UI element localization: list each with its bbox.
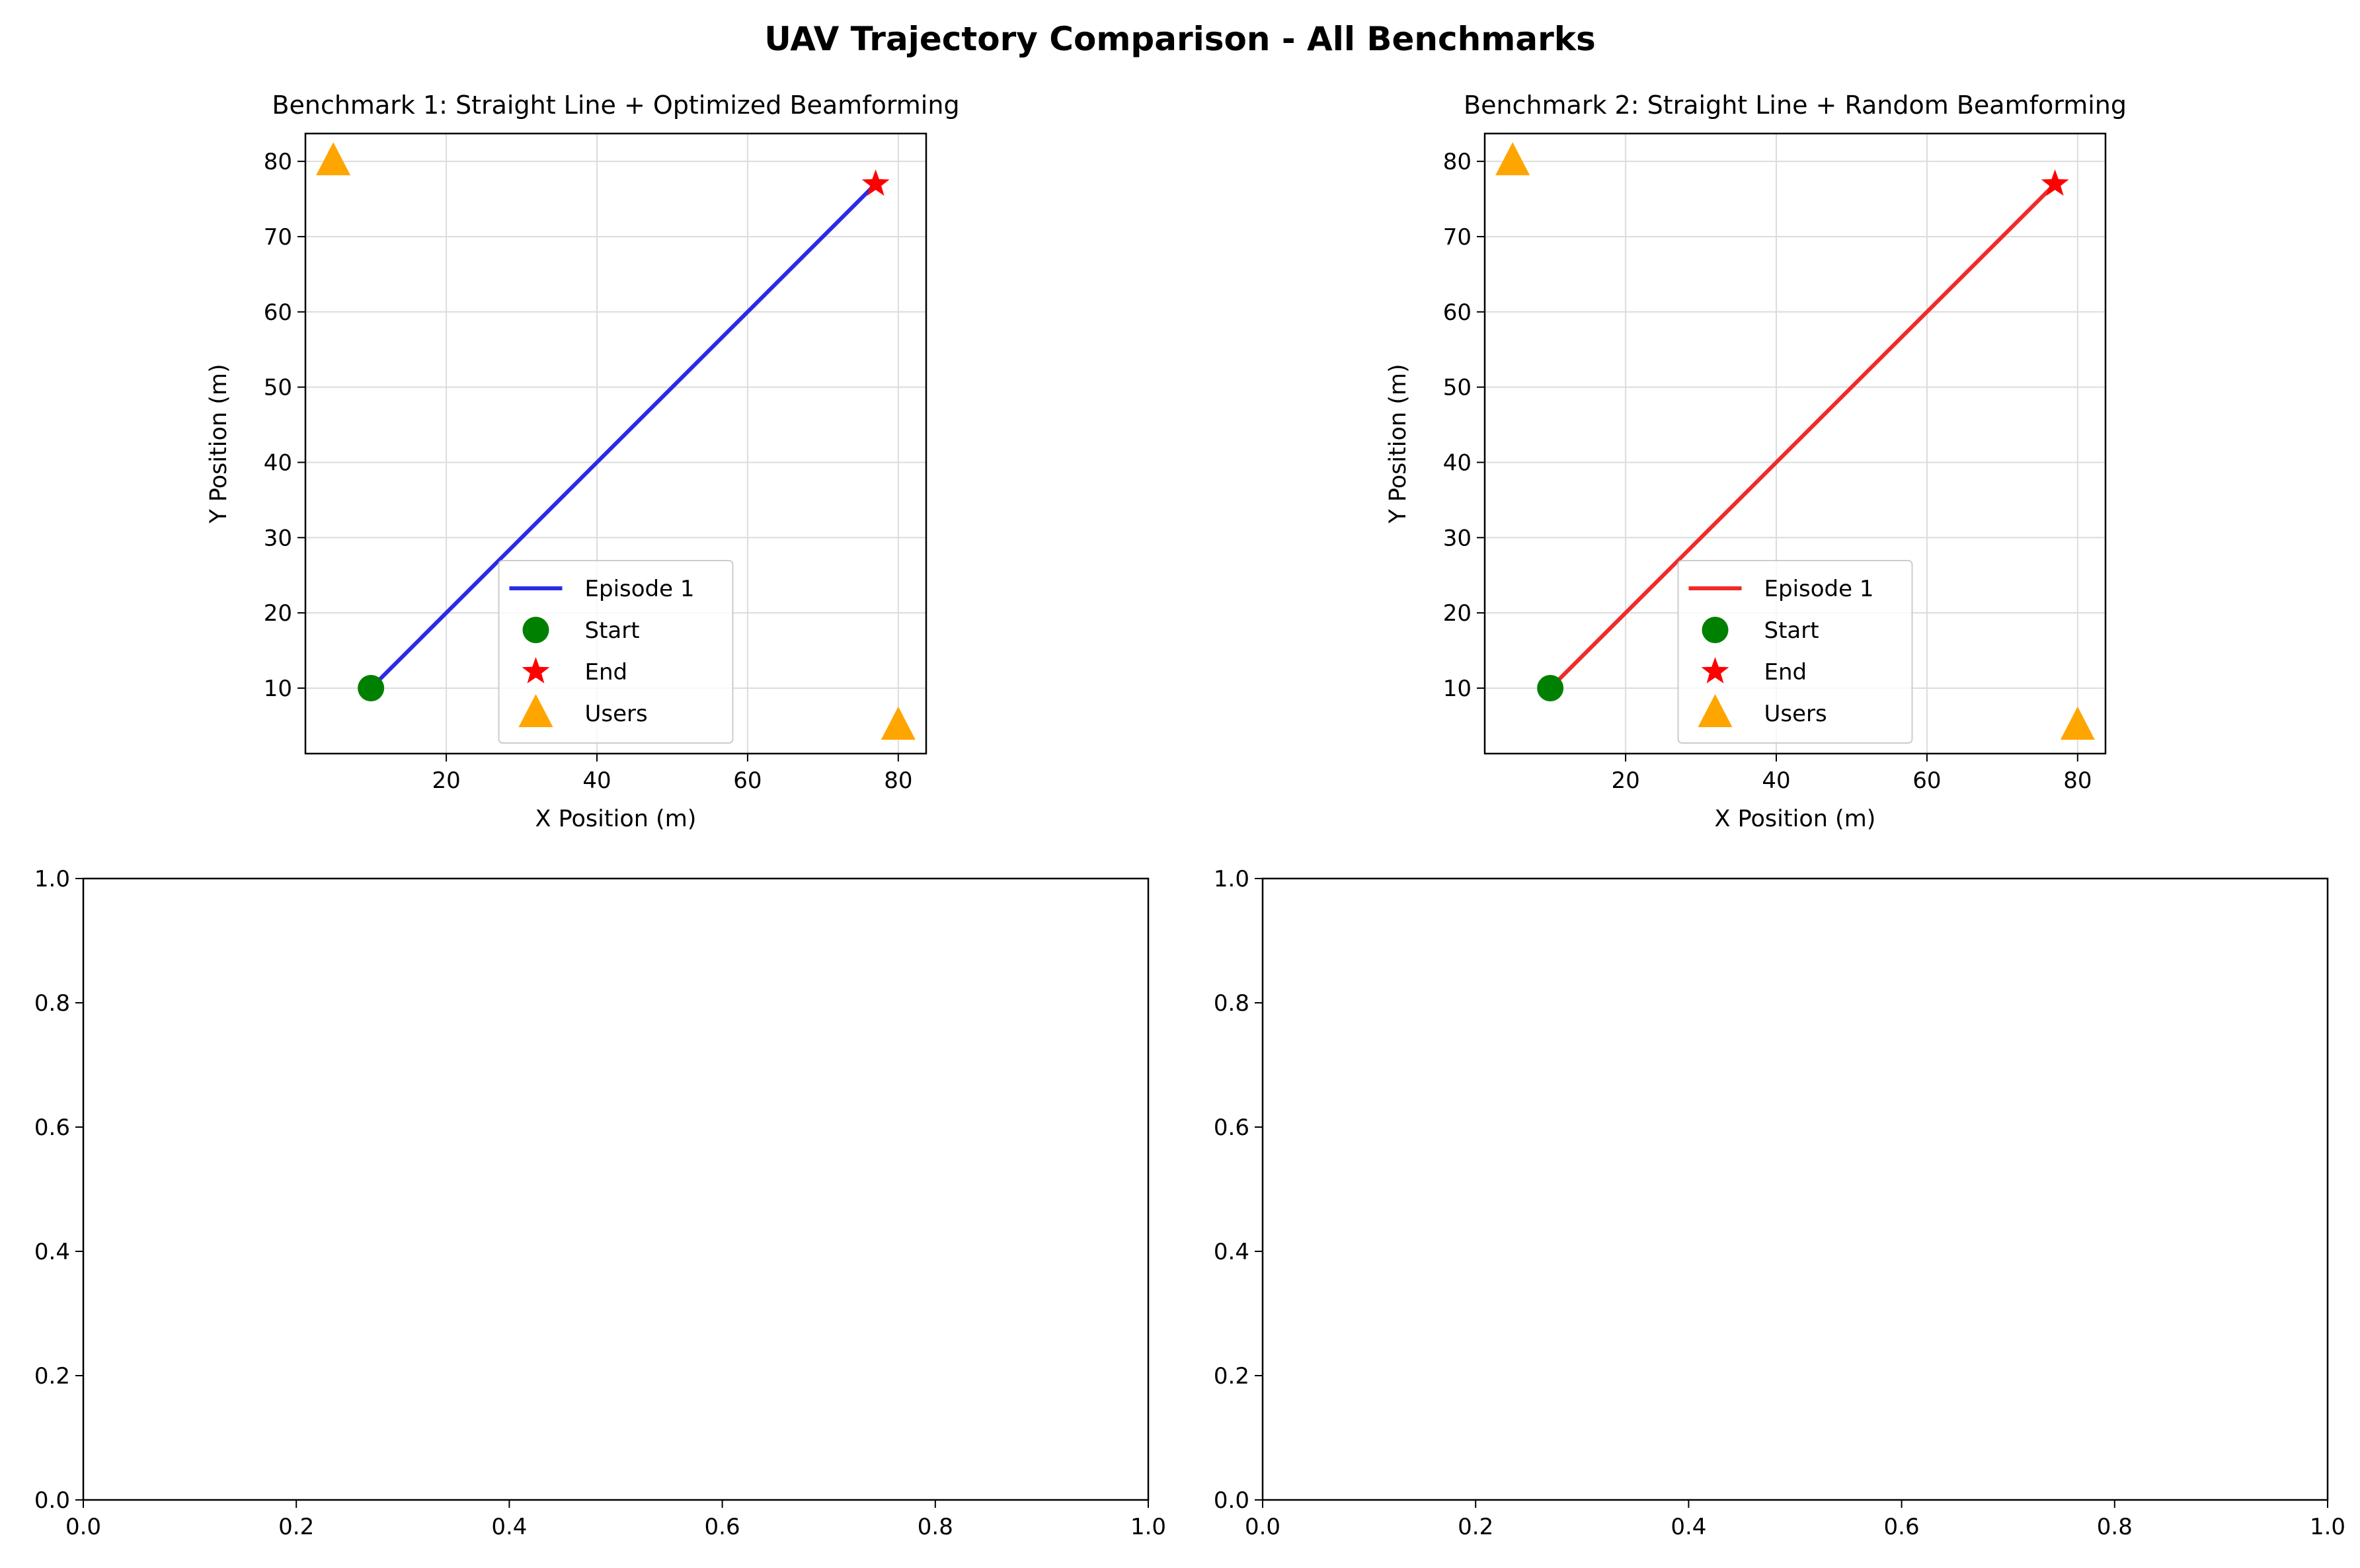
y-tick-label: 0.2 <box>1214 1363 1249 1390</box>
y-tick-label: 40 <box>1443 450 1472 476</box>
y-tick-label: 70 <box>264 224 292 251</box>
x-tick-label: 0.4 <box>1671 1514 1706 1540</box>
legend: Episode 1 Start End Users <box>498 560 734 744</box>
x-tick-label: 20 <box>432 767 460 794</box>
y-tick-label: 0.2 <box>34 1363 70 1390</box>
x-tick-label: 0.8 <box>918 1514 953 1540</box>
y-tick-label: 20 <box>264 600 292 627</box>
y-tick-label: 0.8 <box>1214 990 1249 1017</box>
legend-label: Episode 1 <box>1764 576 1874 602</box>
axes-frame <box>82 877 1150 1501</box>
user-point <box>1495 142 1530 176</box>
x-tick-label: 0.8 <box>2097 1514 2133 1540</box>
y-tick-label: 0.0 <box>34 1487 70 1514</box>
y-tick-label: 0.6 <box>34 1115 70 1141</box>
x-tick-label: 0.6 <box>1884 1514 1920 1540</box>
legend-frame <box>498 560 734 744</box>
y-axis-label: Y Position (m) <box>1385 364 1411 524</box>
end-point <box>861 169 890 196</box>
x-tick-label: 60 <box>733 767 762 794</box>
y-tick-label: 80 <box>1443 149 1472 175</box>
x-tick-label: 0.0 <box>65 1514 101 1540</box>
x-axis-label: X Position (m) <box>535 806 697 832</box>
legend-label: Episode 1 <box>585 576 695 602</box>
plot-area <box>1495 142 2095 740</box>
y-tick-label: 0.4 <box>1214 1239 1249 1265</box>
user-point <box>2060 706 2095 740</box>
x-tick-label: 1.0 <box>2310 1514 2345 1540</box>
x-tick-label: 80 <box>884 767 912 794</box>
y-tick-label: 60 <box>264 299 292 326</box>
figure-title: UAV Trajectory Comparison - All Benchmar… <box>764 20 1596 58</box>
axes-frame <box>1261 877 2329 1501</box>
legend-label: Start <box>1764 617 1819 644</box>
y-tick-label: 80 <box>264 149 292 175</box>
legend-end-swatch <box>522 657 550 684</box>
legend-users-swatch <box>1698 693 1733 728</box>
axes-title: Benchmark 1: Straight Line + Optimized B… <box>272 91 959 120</box>
start-point <box>1537 674 1564 701</box>
y-tick-label: 1.0 <box>1214 866 1249 892</box>
x-tick-label: 40 <box>582 767 611 794</box>
axes-1: 20 40 60 80 10 20 30 40 50 60 70 80 Episode 1 Start En… <box>206 91 960 832</box>
y-tick-label: 50 <box>264 375 292 401</box>
y-tick-label: 50 <box>1443 375 1472 401</box>
y-tick-label: 1.0 <box>34 866 70 892</box>
trajectory-line <box>368 181 879 691</box>
y-tick-label: 0.6 <box>1214 1115 1249 1141</box>
x-tick-label: 0.6 <box>705 1514 740 1540</box>
legend-label: End <box>585 659 628 686</box>
axes-title: Benchmark 2: Straight Line + Random Beam… <box>1464 91 2127 120</box>
y-axis-label: Y Position (m) <box>206 364 232 524</box>
y-tick-label: 10 <box>264 676 292 702</box>
y-tick-label: 30 <box>264 525 292 551</box>
y-tick-label: 10 <box>1443 676 1472 702</box>
legend-label: End <box>1764 659 1807 686</box>
x-tick-label: 0.4 <box>491 1514 527 1540</box>
x-axis-label: X Position (m) <box>1715 806 1876 832</box>
axes-2: 20 40 60 80 10 20 30 40 50 60 70 80 Episode 1 Start En… <box>1385 91 2127 832</box>
axes-container: 20 40 60 80 10 20 30 40 50 60 70 80 Episode 1 Start En… <box>34 91 2345 1540</box>
y-tick-label: 20 <box>1443 600 1472 627</box>
trajectory-line <box>1547 181 2058 691</box>
x-tick-label: 1.0 <box>1130 1514 1166 1540</box>
x-tick-label: 0.0 <box>1245 1514 1280 1540</box>
legend-label: Users <box>1764 701 1827 727</box>
y-tick-label: 30 <box>1443 525 1472 551</box>
x-tick-label: 0.2 <box>278 1514 314 1540</box>
legend: Episode 1 Start End Users <box>1677 560 1913 744</box>
axes-4: 0.0 0.2 0.4 0.6 0.8 1.0 0.0 0.2 0.4 0.6 0.8 1.0 <box>1214 866 2345 1540</box>
legend-label: Start <box>585 617 640 644</box>
legend-start-swatch <box>522 617 549 643</box>
legend-end-swatch <box>1701 657 1729 684</box>
plot-area <box>316 142 916 740</box>
axes-3: 0.0 0.2 0.4 0.6 0.8 1.0 0.0 0.2 0.4 0.6 0.8 1.0 <box>34 866 1166 1540</box>
y-tick-label: 70 <box>1443 224 1472 251</box>
y-tick-label: 0.8 <box>34 990 70 1017</box>
x-tick-label: 40 <box>1762 767 1790 794</box>
legend-label: Users <box>585 701 648 727</box>
legend-frame <box>1677 560 1913 744</box>
y-tick-label: 0.0 <box>1214 1487 1249 1514</box>
x-tick-label: 0.2 <box>1458 1514 1493 1540</box>
user-point <box>316 142 351 176</box>
x-tick-label: 60 <box>1912 767 1941 794</box>
axes-frame <box>1483 132 2107 755</box>
y-tick-label: 0.4 <box>34 1239 70 1265</box>
user-point <box>881 706 916 740</box>
end-point <box>2041 169 2069 196</box>
x-tick-label: 80 <box>2063 767 2092 794</box>
y-tick-label: 40 <box>264 450 292 476</box>
legend-start-swatch <box>1702 617 1729 643</box>
axes-frame <box>304 132 927 755</box>
y-tick-label: 60 <box>1443 299 1472 326</box>
x-tick-label: 20 <box>1611 767 1639 794</box>
legend-users-swatch <box>518 693 553 728</box>
start-point <box>358 674 385 701</box>
